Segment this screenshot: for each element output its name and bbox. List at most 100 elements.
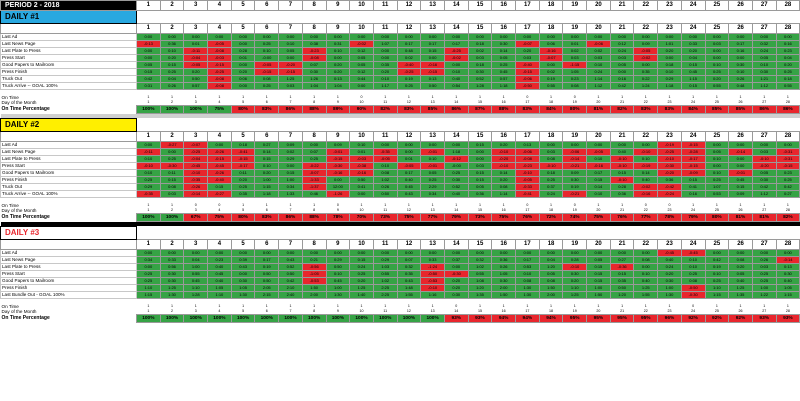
day-of-month-value: 9 xyxy=(336,309,339,313)
table-cell: 0:41 xyxy=(680,183,706,191)
table-cell: -1:37 xyxy=(301,183,327,191)
day-of-month-value: 12 xyxy=(406,100,411,104)
day-number: 9 xyxy=(325,0,351,11)
table-cell: -0:20 xyxy=(751,162,777,170)
day-number: 20 xyxy=(586,239,611,250)
table-cell: 0:00 xyxy=(325,176,351,184)
table-cell: 0:00 xyxy=(325,54,351,62)
table-cell: -0:07 xyxy=(301,169,327,177)
on-time-label: On Time xyxy=(1,95,19,100)
table-cell: 0:34 xyxy=(420,190,445,198)
table-cell: 2:05 xyxy=(254,284,280,292)
on-time-value: 1 xyxy=(431,304,434,308)
day-number: 2 xyxy=(159,0,185,11)
day-number: 12 xyxy=(396,0,422,11)
on-time-value: 1 xyxy=(242,304,245,308)
table-cell: -0:15 xyxy=(680,162,706,170)
day-of-month-value: 18 xyxy=(549,309,554,313)
on-time-value: 1 xyxy=(336,304,339,308)
table-cell: 0:10 xyxy=(657,68,682,76)
table-cell: 2:00 xyxy=(538,291,564,299)
table-cell: 1:12 xyxy=(751,82,777,90)
table-cell: 0:21 xyxy=(301,256,327,264)
table-cell: 0:30 xyxy=(751,176,777,184)
table-cell: 1:14 xyxy=(491,190,516,198)
on-time-value: 1 xyxy=(621,203,624,207)
table-cell: 0:05 xyxy=(586,256,611,264)
table-cell: 0:30 xyxy=(467,68,493,76)
percentage-cell: 77% xyxy=(633,213,659,222)
table-cell: 0:08 xyxy=(515,277,540,285)
table-cell: 0:15 xyxy=(278,169,303,177)
table-cell: 0:45 xyxy=(207,270,232,278)
table-cell: 0:00 xyxy=(728,249,753,257)
day-of-month-value: 17 xyxy=(525,208,530,212)
table-cell: -0:10 xyxy=(657,155,682,163)
percentage-cell: 82% xyxy=(372,105,398,114)
table-cell: 0:20 xyxy=(325,61,351,69)
table-cell: 0:10 xyxy=(704,61,730,69)
table-cell: 0:13 xyxy=(775,263,800,271)
table-cell: -0:45 xyxy=(680,249,706,257)
day-of-month-value: 15 xyxy=(477,208,482,212)
on-time-value: 1 xyxy=(692,95,695,99)
table-cell: 0:18 xyxy=(657,61,682,69)
table-cell: 0:33 xyxy=(680,40,706,48)
on-time-percentage-label: On Time Percentage xyxy=(1,214,50,220)
row-label: Good Papers to Mailroom xyxy=(0,169,137,177)
percentage-cell: 93% xyxy=(751,314,777,323)
table-cell: 0:08 xyxy=(562,82,588,90)
table-cell: 1:00 xyxy=(278,176,303,184)
on-time-value: 0 xyxy=(644,203,647,207)
day-of-month-value: 5 xyxy=(242,309,245,313)
table-cell: 0:03 xyxy=(467,54,493,62)
day-number: 7 xyxy=(278,239,303,250)
table-cell: 0:17 xyxy=(396,40,422,48)
on-time-value: 1 xyxy=(431,95,434,99)
table-cell: 1:08 xyxy=(467,277,493,285)
on-time-value: 0 xyxy=(573,95,576,99)
table-cell: 0:00 xyxy=(704,47,730,55)
table-cell: 1:10 xyxy=(136,284,161,292)
percentage-cell: 80% xyxy=(230,105,256,114)
day-of-month-value: 21 xyxy=(620,100,625,104)
section-header-spacer xyxy=(137,11,800,24)
day-of-month-value: 24 xyxy=(691,309,696,313)
day-of-month-value: 22 xyxy=(643,309,648,313)
table-cell: 0:00 xyxy=(562,141,588,149)
day-of-month-value: 6 xyxy=(265,208,268,212)
day-of-month-value: 28 xyxy=(785,100,790,104)
table-cell: -0:19 xyxy=(633,162,659,170)
day-number: 23 xyxy=(657,131,682,142)
table-cell: -0:02 xyxy=(633,54,659,62)
on-time-value: 1 xyxy=(407,304,410,308)
day-number: 24 xyxy=(680,0,706,11)
table-cell: -0:10 xyxy=(609,176,635,184)
day-number: 3 xyxy=(183,23,209,34)
table-cell: 0:20 xyxy=(372,68,398,76)
table-cell: -0:04 xyxy=(183,54,209,62)
table-cell: -0:01 xyxy=(420,148,445,156)
table-cell: -0:10 xyxy=(136,162,161,170)
on-time-value: 1 xyxy=(242,203,245,207)
table-cell: 0:00 xyxy=(633,33,659,41)
table-cell: 0:07 xyxy=(396,256,422,264)
table-cell: 0:11 xyxy=(230,169,256,177)
table-cell: 0:05 xyxy=(420,169,445,177)
table-cell: 1:15 xyxy=(254,183,280,191)
table-cell: 0:02 xyxy=(562,47,588,55)
table-cell: 0:00 xyxy=(704,141,730,149)
day-of-month-value: 27 xyxy=(762,208,767,212)
day-number: 17 xyxy=(515,131,540,142)
table-cell: 0:29 xyxy=(372,256,398,264)
table-cell: 1:28 xyxy=(183,291,209,299)
table-cell: 0:24 xyxy=(657,263,682,271)
table-cell: 0:00 xyxy=(491,249,516,257)
day-number: 4 xyxy=(207,131,232,142)
table-row: Press Start 0:00 0:20 -0:04 -0:03 0:01 -0:00 0:… xyxy=(0,54,800,62)
table-cell: 1:50 xyxy=(538,284,564,292)
day-number: 4 xyxy=(207,23,232,34)
day-of-month-value: 15 xyxy=(477,100,482,104)
table-cell: 0:18 xyxy=(467,40,493,48)
table-cell: 0:05 xyxy=(278,47,303,55)
